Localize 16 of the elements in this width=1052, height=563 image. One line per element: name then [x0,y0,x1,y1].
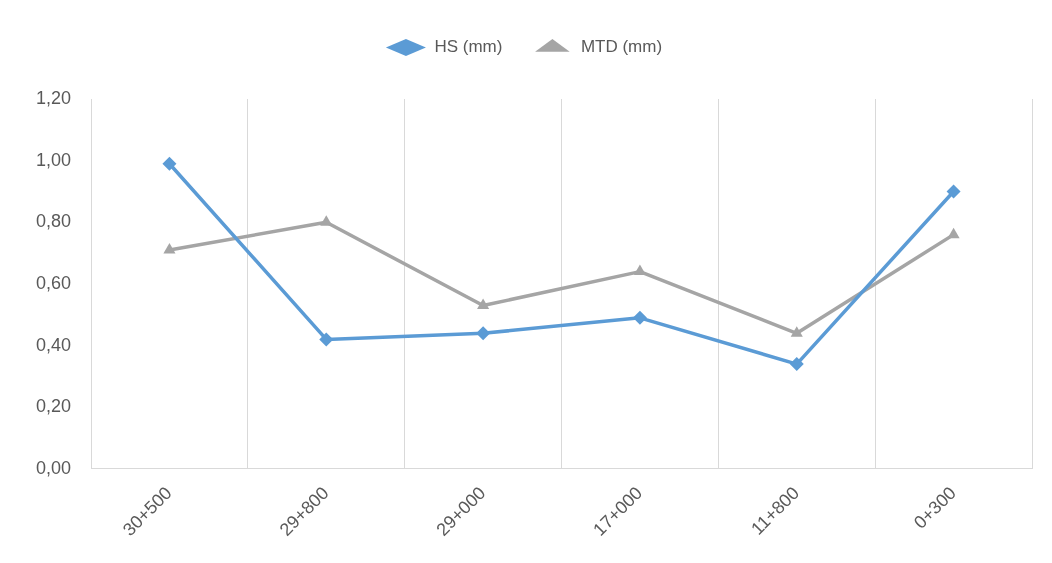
y-tick-label: 1,00 [35,149,72,170]
y-tick-label: 0,80 [35,211,72,232]
point [477,298,490,310]
legend-label: MTD (mm) [580,37,663,57]
y-tick-label: 0,40 [35,334,72,355]
point [319,332,334,347]
y-tick-label: 1,20 [35,87,72,108]
point [163,243,176,254]
y-tick-label: 0,60 [35,272,72,293]
point [789,357,804,372]
point [476,326,491,341]
point [632,310,647,325]
y-tick-label: 0,00 [35,457,72,478]
point [790,326,803,337]
legend-label: HS (mm) [434,37,503,57]
y-tick-label: 0,20 [35,396,72,417]
